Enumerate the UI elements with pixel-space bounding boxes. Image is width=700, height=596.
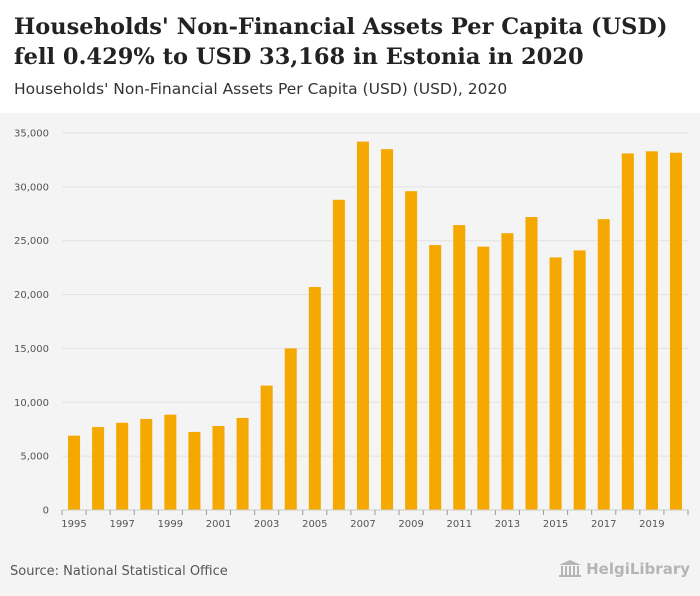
bar-2010 — [429, 245, 442, 510]
x-tick-label: 2019 — [639, 519, 664, 530]
x-tick-label: 1997 — [109, 519, 134, 530]
bar-1998 — [140, 418, 153, 510]
x-tick-label: 2013 — [495, 519, 520, 530]
bar-2006 — [332, 199, 345, 510]
bar-2016 — [573, 250, 586, 510]
bar-2008 — [381, 149, 394, 510]
y-tick-label: 20,000 — [14, 290, 49, 301]
x-tick-label: 2005 — [302, 519, 327, 530]
y-tick-label: 35,000 — [14, 129, 49, 140]
bar-2019 — [645, 151, 658, 510]
x-tick-label: 2003 — [254, 519, 279, 530]
chart-header: Households' Non-Financial Assets Per Cap… — [0, 0, 700, 113]
x-tick-label: 1995 — [61, 519, 86, 530]
bar-1999 — [164, 414, 177, 510]
bar-2017 — [597, 219, 610, 510]
bar-1997 — [116, 422, 129, 510]
bar-2011 — [453, 225, 466, 510]
x-tick-label: 2015 — [543, 519, 568, 530]
x-tick-label: 2001 — [206, 519, 231, 530]
y-tick-label: 5,000 — [20, 452, 49, 463]
bar-2009 — [405, 191, 418, 510]
bar-2000 — [188, 431, 201, 510]
library-building-icon — [559, 560, 582, 577]
bar-1995 — [68, 435, 81, 510]
chart-title: Households' Non-Financial Assets Per Cap… — [14, 14, 668, 70]
y-tick-label: 15,000 — [14, 344, 49, 355]
bar-chart: 0 5,000 10,000 15,000 20,000 25,000 30,000 35,0… — [14, 129, 689, 530]
bar-2003 — [260, 385, 273, 510]
y-tick-label: 25,000 — [14, 236, 49, 247]
bar-1996 — [92, 427, 105, 510]
bar-2018 — [621, 153, 634, 511]
bar-2015 — [549, 257, 562, 510]
x-tick-label: 2009 — [398, 519, 423, 530]
chart-footer: Source: National Statistical Office Helg… — [0, 550, 700, 596]
x-tick-label: 1999 — [158, 519, 183, 530]
bar-2014 — [525, 217, 538, 510]
bar-2001 — [212, 425, 225, 510]
bar-2020 — [669, 152, 682, 510]
helgilibrary-logo: HelgiLibrary — [558, 560, 690, 578]
y-tick-label: 0 — [43, 506, 49, 517]
x-tick-label: 2007 — [350, 519, 375, 530]
bar-2012 — [477, 246, 490, 511]
y-tick-label: 10,000 — [14, 398, 49, 409]
bar-2007 — [356, 141, 369, 511]
bar-2005 — [308, 287, 321, 510]
x-tick-label: 2017 — [591, 519, 616, 530]
bar-2013 — [501, 233, 514, 510]
source-note: Source: National Statistical Office — [10, 564, 228, 579]
y-tick-label: 30,000 — [14, 182, 49, 193]
chart-subtitle: Households' Non-Financial Assets Per Cap… — [14, 80, 508, 98]
bar-2002 — [236, 417, 249, 510]
bar-2004 — [284, 348, 297, 510]
plot-area: 0 5,000 10,000 15,000 20,000 25,000 30,000 35,0… — [0, 113, 700, 550]
x-tick-label: 2011 — [447, 519, 472, 530]
logo-text: HelgiLibrary — [586, 560, 690, 578]
